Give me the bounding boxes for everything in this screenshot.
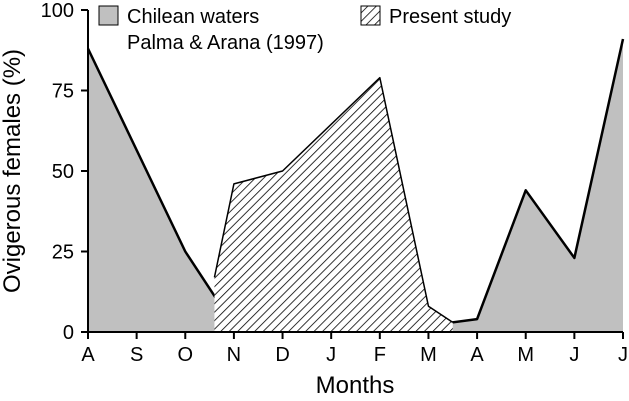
x-tick-label: J: [618, 344, 628, 366]
legend: Chilean waters Palma & Arana (1997) Pres…: [98, 5, 511, 54]
y-tick-label: 0: [63, 322, 74, 344]
x-tick-label: N: [227, 344, 241, 366]
series-line-1: [213, 76, 454, 323]
x-tick-label: M: [420, 344, 437, 366]
legend-swatch-present-study: [360, 5, 381, 26]
series-layer: [86, 38, 625, 333]
x-tick-label: A: [470, 344, 484, 366]
legend-swatch-chilean-waters: [98, 5, 119, 26]
x-tick-label: S: [130, 344, 143, 366]
y-ticks: 0 25 50 75 100: [41, 0, 88, 344]
x-tick-label: A: [81, 344, 95, 366]
y-tick-label: 50: [52, 161, 74, 183]
y-tick-label: 25: [52, 242, 74, 264]
series-area-0: [88, 38, 623, 332]
x-axis-label: Months: [316, 372, 395, 399]
x-tick-label: D: [275, 344, 289, 366]
x-tick-label: J: [569, 344, 579, 366]
x-tick-label: F: [374, 344, 386, 366]
legend-sublabel-chilean-waters: Palma & Arana (1997): [127, 32, 324, 54]
legend-label-present-study: Present study: [389, 6, 511, 28]
x-tick-label: O: [177, 344, 193, 366]
y-tick-label: 100: [41, 0, 74, 22]
x-tick-label: M: [517, 344, 534, 366]
legend-label-chilean-waters: Chilean waters: [127, 6, 259, 28]
y-axis-label: Ovigerous females (%): [0, 49, 26, 293]
x-tick-label: J: [326, 344, 336, 366]
series-area-1: [214, 77, 453, 333]
y-tick-label: 75: [52, 81, 74, 103]
